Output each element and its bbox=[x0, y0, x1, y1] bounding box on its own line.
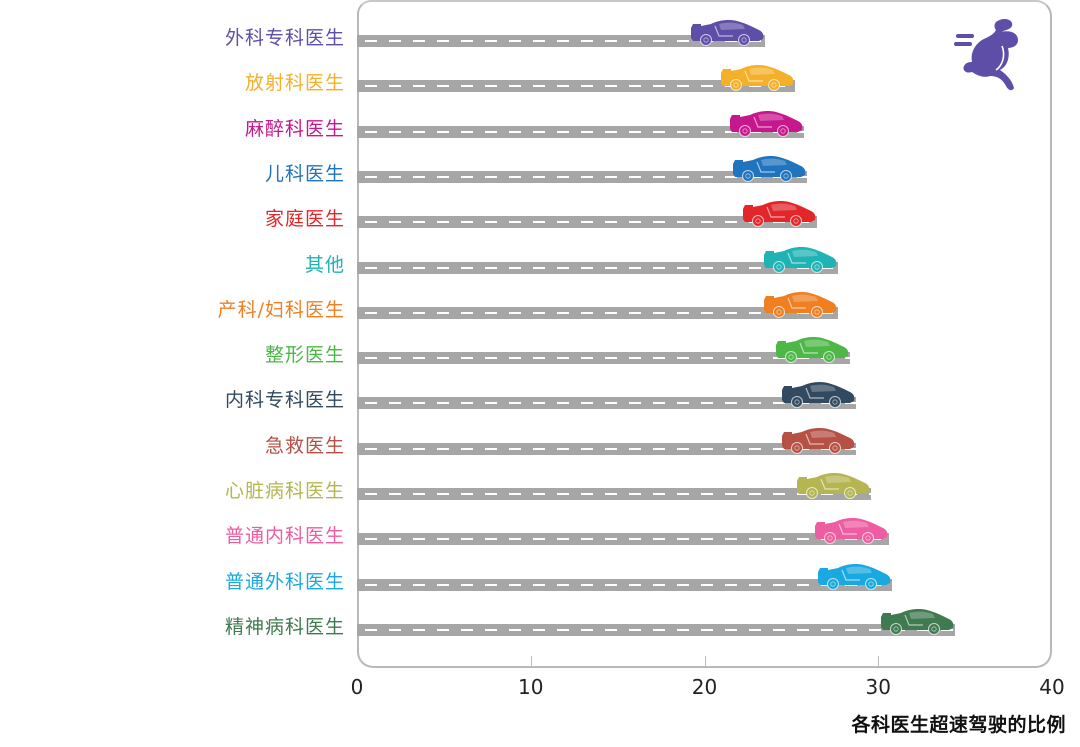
x-axis-title: 各科医生超速驾驶的比例 bbox=[851, 714, 1066, 736]
road-bar bbox=[357, 442, 856, 455]
bar-row: 心脏病科医生 bbox=[0, 473, 1080, 508]
bar-row: 整形医生 bbox=[0, 337, 1080, 372]
category-label: 外科专科医生 bbox=[224, 27, 345, 49]
bar-row: 外科专科医生 bbox=[0, 20, 1080, 55]
sports-car-icon bbox=[816, 560, 892, 590]
sports-car-icon bbox=[762, 288, 838, 318]
road-bar bbox=[357, 216, 818, 229]
lane-dashes bbox=[357, 130, 804, 133]
sports-car-icon bbox=[879, 605, 955, 635]
lane-dashes bbox=[357, 538, 889, 541]
bar-row: 家庭医生 bbox=[0, 201, 1080, 236]
lane-dashes bbox=[357, 266, 839, 269]
bar-row: 其他 bbox=[0, 246, 1080, 282]
category-label: 家庭医生 bbox=[264, 208, 345, 231]
lane-dashes bbox=[357, 40, 766, 42]
bar-row: 普通内科医生 bbox=[0, 518, 1080, 553]
road-bar bbox=[357, 578, 893, 591]
lane-dashes bbox=[357, 493, 872, 495]
x-tick-label: 10 bbox=[518, 675, 544, 699]
road-bar bbox=[357, 80, 795, 93]
road-bar bbox=[357, 623, 955, 636]
lane-dashes bbox=[357, 447, 856, 450]
category-label: 内科专科医生 bbox=[224, 389, 345, 412]
category-label: 麻醉科医生 bbox=[244, 117, 345, 140]
lane-dashes bbox=[357, 175, 807, 178]
category-label: 普通外科医生 bbox=[224, 570, 345, 593]
road-bar bbox=[357, 488, 872, 500]
x-tick bbox=[878, 656, 880, 666]
lane-dashes bbox=[357, 357, 851, 360]
road-bar bbox=[357, 125, 804, 138]
sports-car-icon bbox=[780, 424, 856, 454]
road-bar bbox=[357, 306, 839, 319]
x-tick-label: 40 bbox=[1039, 675, 1065, 699]
category-label: 其他 bbox=[304, 253, 345, 276]
lane-dashes bbox=[357, 583, 893, 586]
plot-frame bbox=[357, 0, 1052, 668]
category-label: 急救医生 bbox=[264, 434, 345, 457]
sports-car-icon bbox=[762, 243, 838, 273]
sports-car-icon bbox=[731, 152, 807, 182]
lane-dashes bbox=[357, 221, 818, 224]
bar-row: 麻醉科医生 bbox=[0, 110, 1080, 146]
running-rabbit-icon bbox=[954, 19, 1018, 91]
bar-row: 儿科医生 bbox=[0, 155, 1080, 191]
road-bar bbox=[357, 533, 889, 546]
sports-car-icon bbox=[780, 378, 856, 409]
category-label: 产科/妇科医生 bbox=[217, 298, 345, 321]
road-bar bbox=[357, 35, 766, 47]
x-tick-label: 20 bbox=[691, 675, 718, 699]
road-bar bbox=[357, 261, 839, 274]
category-label: 心脏病科医生 bbox=[224, 480, 345, 502]
bar-row: 普通外科医生 bbox=[0, 563, 1080, 599]
sports-car-icon bbox=[774, 333, 850, 364]
x-tick bbox=[530, 656, 532, 666]
sports-car-icon bbox=[795, 469, 871, 499]
category-label: 儿科医生 bbox=[264, 162, 345, 185]
lane-dashes bbox=[357, 311, 839, 314]
bar-row: 放射科医生 bbox=[0, 65, 1080, 100]
lane-dashes bbox=[357, 628, 955, 631]
sports-car-icon bbox=[741, 197, 817, 228]
bar-row: 内科专科医生 bbox=[0, 382, 1080, 417]
lane-dashes bbox=[357, 85, 795, 88]
x-tick-label: 30 bbox=[865, 675, 891, 699]
sports-car-icon bbox=[689, 16, 765, 46]
bar-row: 急救医生 bbox=[0, 427, 1080, 463]
sports-car-icon bbox=[728, 107, 804, 137]
x-tick-label: 0 bbox=[350, 675, 364, 699]
category-label: 普通内科医生 bbox=[224, 525, 345, 548]
category-label: 整形医生 bbox=[264, 344, 345, 367]
category-label: 放射科医生 bbox=[244, 72, 345, 95]
category-label: 精神病科医生 bbox=[224, 615, 345, 638]
x-tick bbox=[704, 656, 706, 666]
road-bar bbox=[357, 397, 856, 410]
road-bar bbox=[357, 352, 851, 365]
sports-car-icon bbox=[719, 61, 795, 92]
sports-car-icon bbox=[813, 514, 889, 545]
road-bar bbox=[357, 170, 807, 183]
bar-row: 精神病科医生 bbox=[0, 608, 1080, 644]
bar-row: 产科/妇科医生 bbox=[0, 291, 1080, 327]
lane-dashes bbox=[357, 402, 856, 405]
